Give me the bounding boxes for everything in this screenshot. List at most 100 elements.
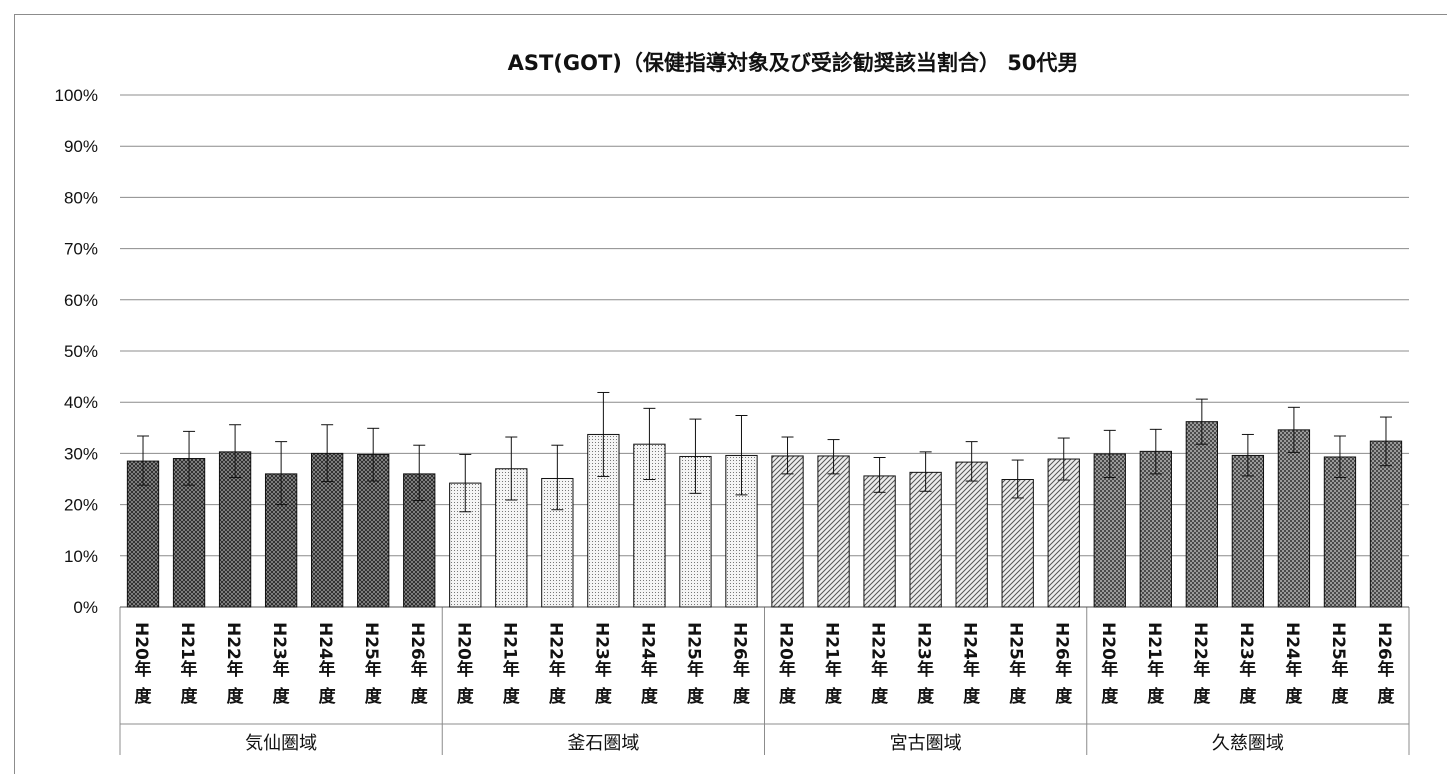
x-tick-label-char: 度 — [273, 686, 291, 707]
x-tick-label-char: 年 — [319, 659, 336, 680]
x-tick-label-char: 年 — [411, 659, 428, 680]
x-tick-label-char: 年 — [687, 659, 704, 680]
x-tick-label-char: 度 — [457, 686, 475, 707]
group-label: 宮古圏域 — [890, 733, 962, 754]
x-tick-label-char: 度 — [411, 686, 429, 707]
x-tick-label-char: 度 — [227, 686, 245, 707]
group-label: 久慈圏域 — [1212, 733, 1284, 754]
x-tick-label-char: 年 — [963, 659, 980, 680]
x-tick-label-char: 年 — [1377, 659, 1394, 680]
y-tick-label: 20% — [64, 496, 98, 515]
y-tick-label: 0% — [73, 598, 98, 617]
y-tick-label: 40% — [64, 393, 98, 412]
x-tick-label-char: 度 — [733, 686, 751, 707]
x-tick-label-char: 度 — [1377, 686, 1395, 707]
x-tick-label: H23 — [591, 622, 611, 660]
x-tick-label: H25 — [1006, 622, 1026, 660]
x-tick-label: H23 — [1236, 622, 1256, 660]
x-tick-label-char: 度 — [181, 686, 199, 707]
x-tick-label-char: 度 — [1331, 686, 1349, 707]
x-tick-label: H24 — [315, 622, 335, 660]
bar — [771, 455, 804, 608]
x-tick-label-char: 年 — [1055, 659, 1072, 680]
x-tick-label-char: 年 — [825, 659, 842, 680]
x-tick-label: H20 — [776, 622, 796, 660]
x-tick-label-char: 度 — [1193, 686, 1211, 707]
x-tick-label-char: 度 — [503, 686, 521, 707]
x-tick-label-char: 年 — [503, 659, 520, 680]
y-tick-label: 30% — [64, 444, 98, 463]
bar — [1231, 454, 1265, 608]
chart-frame — [14, 14, 1447, 774]
x-tick-label: H26 — [1374, 622, 1394, 660]
x-tick-label-char: 度 — [1285, 686, 1303, 707]
x-tick-label: H23 — [914, 622, 934, 660]
x-tick-label: H25 — [1328, 622, 1348, 660]
x-tick-label-char: 度 — [1101, 686, 1119, 707]
group-labels: 気仙圏域 釜石圏域 宮古圏域 久慈圏域 — [245, 733, 1284, 754]
x-tick-label-char: 度 — [1009, 686, 1027, 707]
x-tick-label-char: 年 — [1239, 659, 1256, 680]
x-tick-label-char: 年 — [1147, 659, 1164, 680]
y-axis-ticks: 0% 10% 20% 30% 40% 50% 60% 70% 80% 90% 100% — [55, 86, 98, 617]
x-tick-label: H22 — [223, 622, 243, 660]
bar — [1093, 453, 1126, 608]
x-tick-label-char: 年 — [273, 659, 290, 680]
bar — [449, 482, 482, 608]
group-label: 釜石圏域 — [567, 733, 639, 754]
x-tick-label: H26 — [729, 622, 749, 660]
x-tick-label-char: 度 — [917, 686, 935, 707]
x-tick-label-char: 度 — [825, 686, 843, 707]
x-tick-label: H20 — [1098, 622, 1118, 660]
x-tick-label-char: 年 — [1193, 659, 1210, 680]
bar — [1277, 429, 1311, 608]
x-tick-label-char: 度 — [365, 686, 383, 707]
x-tick-label: H25 — [361, 622, 381, 660]
x-tick-label-char: 度 — [779, 686, 797, 707]
x-tick-label-char: 度 — [871, 686, 889, 707]
x-tick-label-char: 年 — [1285, 659, 1302, 680]
y-tick-label: 80% — [64, 188, 98, 207]
x-tick-label-char: 年 — [779, 659, 796, 680]
x-tick-label-char: 度 — [687, 686, 705, 707]
x-tick-label-char: 年 — [1009, 659, 1026, 680]
x-tick-label-char: 年 — [641, 659, 658, 680]
chart-title: AST(GOT)（保健指導対象及び受診勧奨該当割合） 50代男 — [508, 51, 1079, 75]
x-tick-label-char: 年 — [227, 659, 244, 680]
x-tick-label-char: 年 — [181, 659, 198, 680]
x-tick-label-char: 度 — [595, 686, 613, 707]
bars — [126, 421, 1403, 608]
y-tick-label: 70% — [64, 240, 98, 259]
group-label: 気仙圏域 — [245, 733, 317, 754]
x-tick-label: H26 — [1052, 622, 1072, 660]
bar — [1185, 421, 1218, 608]
x-tick-label: H23 — [269, 622, 289, 660]
x-tick-label: H24 — [960, 622, 980, 660]
bar — [1323, 456, 1357, 608]
x-tick-label-char: 度 — [549, 686, 567, 707]
x-tick-label-char: 年 — [595, 659, 612, 680]
y-tick-label: 90% — [64, 137, 98, 156]
x-tick-label-char: 度 — [1055, 686, 1073, 707]
x-tick-label: H20 — [131, 622, 151, 660]
x-tick-label: H24 — [1282, 622, 1302, 660]
x-tick-label: H26 — [407, 622, 427, 660]
bar — [863, 475, 896, 608]
x-tick-label: H22 — [1190, 622, 1210, 660]
x-tick-label: H24 — [637, 622, 657, 660]
bar — [817, 455, 850, 608]
x-tick-label-char: 度 — [1147, 686, 1165, 707]
y-tick-label: 50% — [64, 342, 98, 361]
bar — [909, 471, 942, 608]
x-tick-label-char: 年 — [871, 659, 888, 680]
x-tick-label: H21 — [1144, 622, 1164, 660]
y-tick-label: 100% — [55, 86, 98, 105]
x-tick-label: H21 — [499, 622, 519, 660]
y-tick-label: 60% — [64, 291, 98, 310]
x-tick-label-char: 年 — [1331, 659, 1348, 680]
x-tick-label-char: 年 — [549, 659, 566, 680]
x-tick-label: H21 — [177, 622, 197, 660]
x-tick-label: H22 — [545, 622, 565, 660]
bar-chart: AST(GOT)（保健指導対象及び受診勧奨該当割合） 50代男 0% 10% 20%… — [55, 51, 1410, 755]
x-tick-label: H22 — [868, 622, 888, 660]
